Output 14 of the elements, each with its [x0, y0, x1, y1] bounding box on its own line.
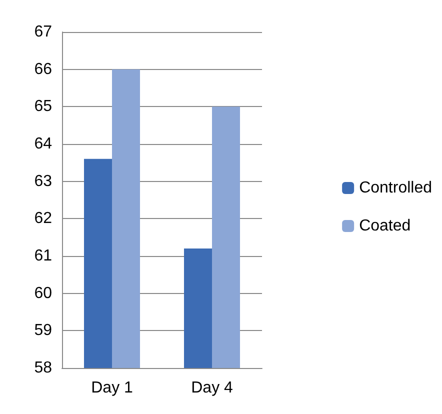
y-tick-label: 59 [34, 322, 52, 340]
y-tick-label: 61 [34, 248, 52, 264]
x-tick-label: Day 4 [191, 380, 233, 396]
y-tick-label: 66 [34, 60, 52, 78]
legend-label: Coated [359, 218, 411, 234]
y-tick-label: 62 [34, 210, 52, 228]
y-tick-label: 63 [34, 172, 52, 190]
y-tick-label: 67 [34, 24, 52, 40]
x-tick-label: Day 1 [91, 380, 133, 396]
y-tick-label: 64 [34, 136, 52, 152]
y-tick-label: 65 [34, 98, 52, 116]
legend-label: Controlled [359, 180, 432, 196]
y-tick-label: 60 [34, 284, 52, 302]
y-tick-label: 58 [34, 360, 52, 376]
